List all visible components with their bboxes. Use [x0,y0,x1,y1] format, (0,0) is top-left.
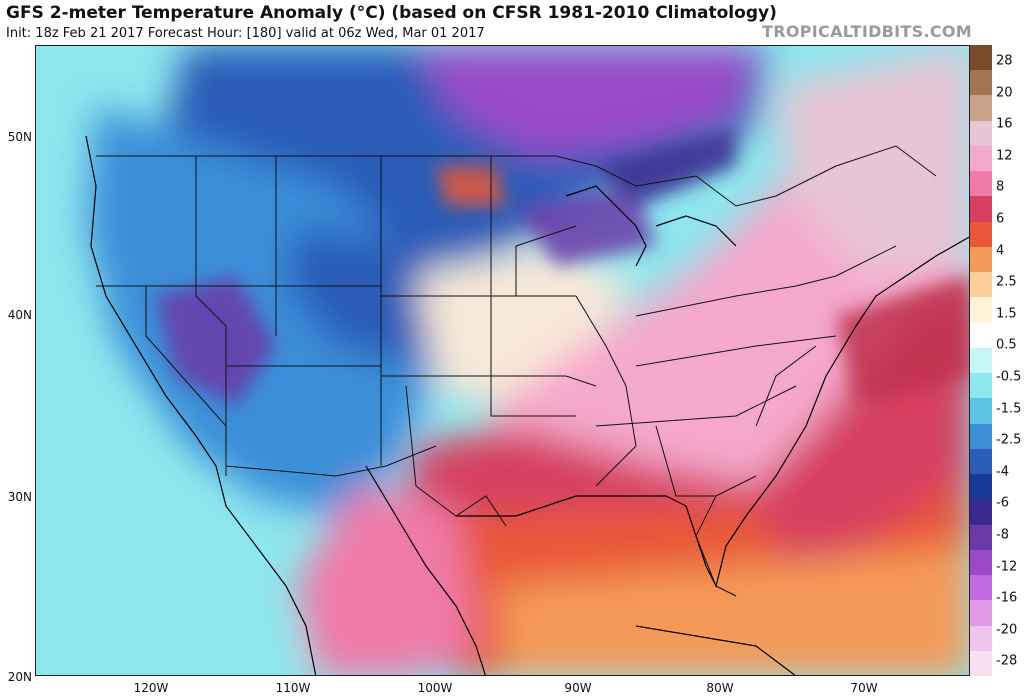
colorbar-swatch [970,474,992,500]
colorbar-label: -2.5 [996,432,1022,448]
map-title: GFS 2-meter Temperature Anomaly (°C) (ba… [6,3,777,23]
colorbar-swatch [970,398,992,425]
coastlines [85,135,969,675]
lat-label-20n: 20N [7,670,32,684]
colorbar-swatch [970,95,992,122]
colorbar-swatch [970,297,992,324]
colorbar-label: -12 [996,559,1018,575]
colorbar-label: 4 [996,243,1005,259]
colorbar-label: 16 [996,116,1013,132]
region-hudson-very-cold [416,46,756,156]
colorbar-label: 12 [996,148,1013,164]
colorbar-label: -28 [996,653,1018,669]
colorbar-swatch [970,45,992,71]
region-pacific-neutral [36,346,296,675]
region-caribbean-warm [496,546,969,675]
colorbar-swatch [970,347,992,374]
colorbar [970,45,992,677]
lon-label-70w: 70W [850,681,878,695]
region-plains-neutral [416,246,636,406]
region-northeast-warm [776,46,969,276]
colorbar-swatch [970,120,992,147]
colorbar-swatch [970,600,992,626]
colorbar-label: -8 [996,527,1009,543]
colorbar-label: 20 [996,85,1013,101]
colorbar-swatch [970,423,992,450]
map-subtitle: Init: 18z Feb 21 2017 Forecast Hour: [18… [6,26,485,41]
colorbar-label: -20 [996,622,1018,638]
region-rockies-cold [286,226,456,366]
lon-label-80w: 80W [706,681,734,695]
colorbar-label: -16 [996,590,1018,606]
lon-label-110w: 110W [275,681,311,695]
colorbar-label: -4 [996,464,1009,480]
colorbar-swatch [970,373,992,399]
lon-label-100w: 100W [417,681,453,695]
colorbar-swatch [970,499,992,526]
colorbar-swatch [970,70,992,96]
region-great-basin-cold [156,276,276,406]
colorbar-label: -0.5 [996,369,1022,385]
colorbar-swatch [970,625,992,652]
colorbar-swatch [970,322,992,349]
region-dakota-warm-spot [436,166,506,206]
colorbar-label: 6 [996,211,1005,227]
brand-watermark: TROPICALTIDBITS.COM [762,22,972,41]
colorbar-label: -6 [996,495,1009,511]
colorbar-label: 28 [996,53,1013,69]
colorbar-label: 2.5 [996,274,1017,290]
colorbar-swatch [970,171,992,197]
region-mexico-warm [296,486,476,675]
colorbar-swatch [970,549,992,576]
colorbar-label: 1.5 [996,306,1017,322]
lon-label-90w: 90W [564,681,592,695]
state-borders [96,145,937,597]
region-atlantic-warm [836,276,969,406]
region-great-lakes-cold [596,126,736,206]
colorbar-swatch [970,196,992,223]
colorbar-label: -1.5 [996,401,1022,417]
lat-label-50n: 50N [7,130,32,144]
lon-label-120w: 120W [133,681,169,695]
colorbar-label: 0.5 [996,337,1017,353]
colorbar-swatch [970,221,992,248]
region-west-cold [86,106,436,516]
lat-label-30n: 30N [7,490,32,504]
colorbar-swatch [970,272,992,298]
map-canvas [36,46,969,675]
colorbar-label: 8 [996,179,1005,195]
colorbar-swatch [970,246,992,273]
lat-label-40n: 40N [7,308,32,322]
colorbar-swatch [970,524,992,551]
colorbar-swatch [970,575,992,601]
colorbar-swatch [970,448,992,475]
temperature-anomaly-map [35,45,970,676]
colorbar-swatch [970,145,992,172]
colorbar-swatch [970,650,992,677]
region-upper-midwest-cold [516,186,656,266]
